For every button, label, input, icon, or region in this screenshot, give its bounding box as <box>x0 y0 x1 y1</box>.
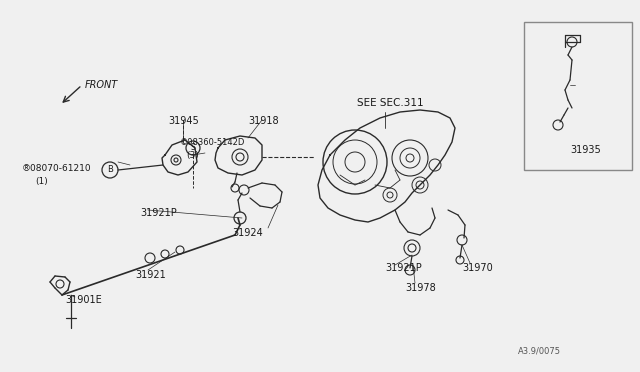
Text: 31921P: 31921P <box>385 263 422 273</box>
Text: SEE SEC.311: SEE SEC.311 <box>357 98 424 108</box>
Text: ®08070-61210: ®08070-61210 <box>22 164 92 173</box>
Text: 31945: 31945 <box>168 116 199 126</box>
FancyBboxPatch shape <box>524 22 632 170</box>
Text: A3.9/0075: A3.9/0075 <box>518 347 561 356</box>
Text: ©08360-5142D: ©08360-5142D <box>180 138 245 147</box>
Text: 31921P: 31921P <box>140 208 177 218</box>
Text: 31978: 31978 <box>405 283 436 293</box>
Text: 31935: 31935 <box>570 145 601 155</box>
Text: 31901E: 31901E <box>65 295 102 305</box>
Text: FRONT: FRONT <box>85 80 118 90</box>
Text: S: S <box>191 144 195 153</box>
Text: 31970: 31970 <box>462 263 493 273</box>
Text: 31918: 31918 <box>248 116 278 126</box>
Text: B: B <box>107 166 113 174</box>
Text: (3): (3) <box>186 151 199 160</box>
Text: 31921: 31921 <box>135 270 166 280</box>
Text: 31924: 31924 <box>232 228 263 238</box>
Text: (1): (1) <box>35 177 48 186</box>
